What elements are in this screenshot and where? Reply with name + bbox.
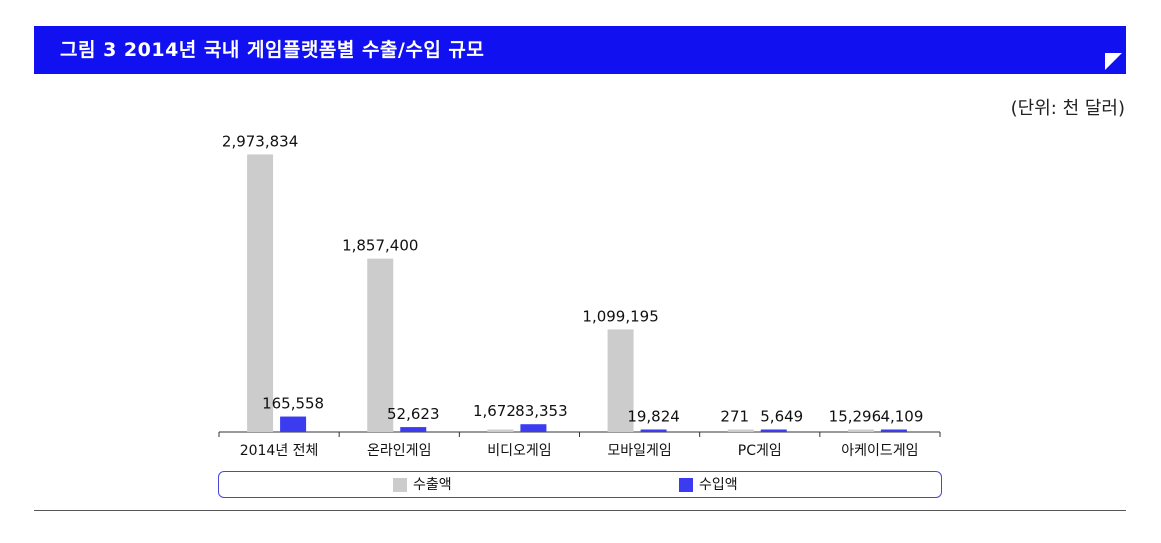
- data-label-export: 15,296: [829, 408, 882, 426]
- data-label-import: 165,558: [262, 395, 324, 413]
- data-label-export: 1,672: [473, 402, 516, 420]
- bottom-rule: [34, 510, 1126, 511]
- bar-import: [280, 416, 307, 432]
- bar-import: [880, 429, 907, 432]
- bar-export: [847, 429, 874, 432]
- legend: 수출액 수입액: [218, 471, 942, 498]
- x-tick-label: PC게임: [738, 443, 782, 459]
- bar-export: [607, 329, 634, 432]
- x-tick-label: 온라인게임: [367, 443, 431, 459]
- x-tick-label: 아케이드게임: [841, 443, 918, 459]
- unit-label: (단위: 천 달러): [1010, 98, 1125, 119]
- bar-import: [520, 424, 547, 432]
- data-label-export: 2,973,834: [222, 132, 298, 150]
- bar-export: [367, 258, 394, 432]
- title-bar: 그림 3 2014년 국내 게임플랫폼별 수출/수입 규모: [34, 26, 1126, 74]
- bar-import: [760, 429, 787, 432]
- data-label-import: 4,109: [880, 408, 923, 426]
- legend-swatch-import: [679, 478, 693, 492]
- bar-chart: 2,973,834 165,558 2014년 전체 1,857,400 52,623 온…: [218, 132, 941, 459]
- figure-title: 그림 3 2014년 국내 게임플랫폼별 수출/수입 규모: [60, 39, 485, 61]
- data-label-export: 271: [720, 408, 749, 426]
- bar-import: [400, 427, 427, 432]
- data-label-import: 5,649: [760, 408, 803, 426]
- corner-mark: [1096, 40, 1126, 74]
- data-label-import: 52,623: [387, 405, 440, 423]
- bar-export: [487, 429, 514, 432]
- x-tick-label: 모바일게임: [607, 443, 671, 459]
- data-label-export: 1,099,195: [582, 307, 658, 325]
- legend-swatch-export: [393, 478, 407, 492]
- legend-label-import: 수입액: [699, 477, 738, 493]
- x-tick-label: 비디오게임: [487, 443, 551, 459]
- x-tick-label: 2014년 전체: [240, 443, 319, 459]
- data-label-import: 83,353: [515, 402, 568, 420]
- data-label-import: 19,824: [627, 408, 680, 426]
- legend-label-export: 수출액: [413, 477, 452, 493]
- data-label-export: 1,857,400: [342, 237, 418, 255]
- bar-import: [640, 429, 667, 432]
- bar-export: [727, 429, 754, 432]
- bar-export: [247, 154, 274, 433]
